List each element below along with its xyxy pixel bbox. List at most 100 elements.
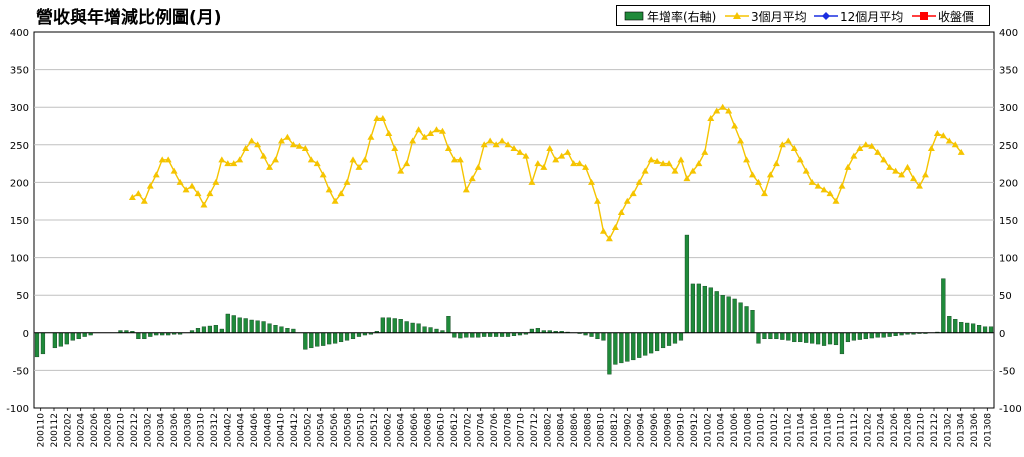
- x-tick-label: 200110: [37, 413, 47, 448]
- x-tick-label: 201210: [917, 413, 927, 448]
- yoy-bar: [988, 326, 994, 333]
- yoy-bar: [941, 278, 946, 334]
- avg3-point: [468, 175, 476, 182]
- avg3-point: [856, 145, 864, 152]
- avg3-point: [492, 141, 500, 148]
- legend-yoy-swatch: [624, 11, 644, 21]
- x-tick-label: 200906: [650, 413, 660, 448]
- avg3-point: [915, 182, 923, 189]
- yoy-bar: [666, 332, 672, 346]
- avg3-point: [486, 137, 494, 144]
- yoy-bar: [965, 322, 970, 333]
- yoy-bar: [619, 332, 624, 364]
- legend-avg12: 12個月平均: [814, 8, 910, 24]
- yoy-bar: [398, 319, 403, 334]
- x-tick-label: 200810: [597, 413, 607, 448]
- x-tick-label: 200406: [250, 413, 260, 448]
- x-tick-label: 201102: [783, 413, 793, 447]
- x-tick-label: 200508: [343, 413, 353, 448]
- avg3-point: [295, 142, 303, 149]
- avg3-point: [605, 235, 613, 242]
- yoy-bar: [207, 325, 213, 334]
- x-tick-label: 201012: [770, 413, 780, 447]
- avg3-point: [814, 182, 822, 189]
- yoy-bar: [744, 306, 749, 334]
- yoy-bar: [887, 332, 892, 337]
- avg3-point: [832, 197, 840, 204]
- x-tick-label: 201306: [970, 413, 980, 448]
- legend-price-swatch: [912, 12, 936, 20]
- x-tick-label: 200502: [303, 413, 313, 447]
- avg3-point: [444, 145, 452, 152]
- avg3-point: [397, 167, 405, 174]
- avg3-point: [230, 160, 238, 167]
- avg3-point: [313, 160, 321, 167]
- x-tick-label: 200606: [410, 413, 420, 448]
- yoy-bar: [804, 332, 809, 343]
- yoy-bar: [589, 332, 594, 337]
- avg3-point: [218, 156, 226, 163]
- yoy-bar: [535, 328, 540, 333]
- left-tick-label: -50: [13, 366, 29, 377]
- avg3-point: [760, 190, 768, 197]
- avg3-point: [588, 178, 596, 185]
- x-tick-label: 200706: [490, 413, 500, 448]
- avg3-point: [462, 186, 470, 193]
- yoy-bar: [231, 315, 236, 333]
- avg3-point: [206, 190, 214, 197]
- yoy-bar: [660, 332, 666, 349]
- x-tick-label: 201106: [810, 413, 820, 448]
- avg3-point: [933, 130, 941, 137]
- x-tick-label: 201004: [717, 413, 727, 448]
- avg3-point: [868, 142, 876, 149]
- avg3-point: [146, 182, 154, 189]
- right-tick-label: 50: [999, 291, 1012, 302]
- x-tick-label: 200604: [397, 413, 407, 448]
- yoy-bar: [148, 332, 153, 337]
- avg3-point: [623, 197, 631, 204]
- yoy-bar: [732, 298, 737, 333]
- yoy-bar: [350, 332, 356, 340]
- left-tick-label: 350: [10, 66, 29, 77]
- yoy-bar: [82, 332, 87, 337]
- yoy-bar: [422, 326, 427, 333]
- avg3-point: [260, 152, 268, 159]
- avg3-point: [552, 156, 560, 163]
- avg3-point: [558, 152, 566, 159]
- avg3-point: [570, 160, 578, 167]
- yoy-bar: [58, 332, 63, 347]
- yoy-bar: [410, 322, 415, 333]
- avg3-point: [128, 193, 136, 200]
- avg3-point: [224, 160, 232, 167]
- avg3-point: [778, 141, 786, 148]
- avg3-point: [659, 160, 667, 167]
- yoy-bar: [810, 332, 815, 344]
- avg3-point: [707, 114, 715, 121]
- yoy-bar: [971, 323, 976, 334]
- avg3-point: [248, 137, 256, 144]
- yoy-bar: [750, 310, 755, 333]
- avg3-point: [421, 133, 429, 140]
- x-tick-label: 200710: [517, 413, 527, 448]
- x-tick-label: 201110: [837, 413, 847, 448]
- x-tick-label: 201212: [930, 413, 940, 447]
- avg3-point: [194, 190, 202, 197]
- avg3-point: [438, 127, 446, 134]
- x-tick-label: 201112: [850, 413, 860, 447]
- x-tick-label: 201002: [703, 413, 713, 447]
- avg3-point: [796, 156, 804, 163]
- avg3-point: [266, 163, 274, 170]
- x-tick-label: 200204: [77, 413, 87, 448]
- yoy-bar: [863, 332, 868, 340]
- x-tick-label: 200202: [63, 413, 73, 447]
- yoy-bar: [309, 332, 314, 349]
- avg3-point: [510, 145, 518, 152]
- x-tick-label: 200302: [143, 413, 153, 447]
- yoy-bar: [76, 332, 81, 340]
- x-tick-label: 200208: [103, 413, 113, 448]
- avg3-point: [927, 145, 935, 152]
- avg3-point: [409, 137, 417, 144]
- x-tick-label: 200806: [570, 413, 580, 448]
